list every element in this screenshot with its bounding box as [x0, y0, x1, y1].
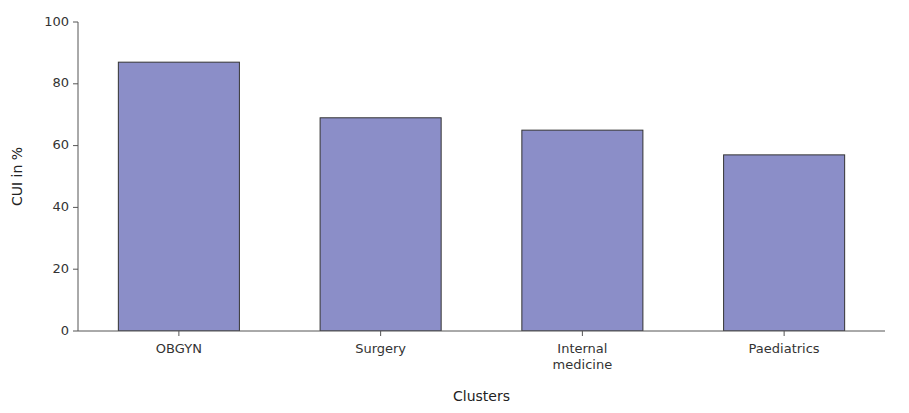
y-tick-label: 100 [44, 14, 69, 29]
y-tick [73, 22, 78, 23]
y-axis-line [78, 22, 79, 331]
y-tick [73, 145, 78, 146]
y-tick [73, 207, 78, 208]
bar [118, 62, 239, 331]
x-tick-label-line: OBGYN [156, 341, 202, 356]
x-tick [784, 331, 785, 336]
x-axis: OBGYN Surgery Internalmedicine Paediatrics [78, 331, 885, 372]
bar [724, 155, 845, 331]
x-tick-label: OBGYN [156, 341, 202, 356]
bar [522, 130, 643, 331]
x-tick [178, 331, 179, 336]
y-tick-label: 40 [52, 199, 69, 214]
x-tick [380, 331, 381, 336]
y-tick-label: 80 [52, 75, 69, 90]
x-tick-label: Paediatrics [749, 341, 820, 356]
x-axis-line [78, 331, 885, 332]
bar [320, 118, 441, 331]
y-tick-label: 20 [52, 261, 69, 276]
x-axis-label: Clusters [453, 388, 510, 404]
y-tick [73, 331, 78, 332]
chart-container: 0 20 40 60 80 100 OBGYN Surgery Internalmedicine… [0, 0, 909, 413]
x-tick-label-line: Paediatrics [749, 341, 820, 356]
y-tick-label: 60 [52, 137, 69, 152]
x-tick-label-line: Internal [557, 341, 607, 356]
chart-svg: 0 20 40 60 80 100 OBGYN Surgery Internalmedicine… [0, 0, 909, 413]
y-tick [73, 269, 78, 270]
y-axis-label: CUI in % [9, 147, 25, 206]
x-tick-label: Internalmedicine [553, 341, 613, 372]
bars [118, 62, 844, 331]
x-tick [582, 331, 583, 336]
x-tick-label-line: medicine [553, 357, 613, 372]
x-tick-label-line: Surgery [355, 341, 406, 356]
y-axis: 0 20 40 60 80 100 [44, 14, 78, 338]
x-tick-label: Surgery [355, 341, 406, 356]
y-tick-label: 0 [61, 323, 69, 338]
y-tick [73, 83, 78, 84]
